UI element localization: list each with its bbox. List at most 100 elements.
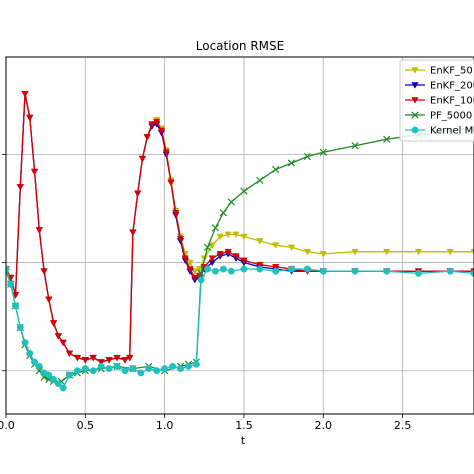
- data-point-enkf-1000: [208, 255, 216, 262]
- data-point-enkf-1000: [138, 155, 147, 163]
- data-point-kernel-mean: [415, 269, 422, 277]
- legend-entry-pf-5000: PF_5000: [405, 111, 472, 122]
- data-point-kernel-mean: [121, 367, 129, 375]
- data-point-enkf-50: [351, 248, 359, 256]
- data-point-kernel-mean: [31, 358, 39, 366]
- data-point-enkf-1000: [272, 264, 280, 271]
- data-point-kernel-mean: [219, 265, 227, 273]
- data-point-pf-5000: [351, 142, 359, 150]
- series-kernel-mean: [6, 265, 474, 392]
- data-point-enkf-1000: [232, 253, 240, 260]
- data-point-enkf-50: [319, 251, 327, 258]
- data-point-enkf-1000: [256, 261, 264, 269]
- x-axis-label: t: [241, 434, 246, 447]
- data-point-enkf-1000: [97, 359, 105, 366]
- data-point-enkf-1000: [143, 134, 151, 141]
- data-point-kernel-mean: [89, 367, 97, 375]
- data-point-kernel-mean: [12, 302, 19, 310]
- legend-label-enkf-200: EnKF_200: [430, 81, 474, 92]
- data-point-kernel-mean: [81, 365, 89, 373]
- plot-frame: [5, 56, 474, 415]
- data-point-kernel-mean: [7, 280, 15, 288]
- legend-entry-kernel-mean: Kernel Mean: [405, 126, 474, 137]
- legend-marker-pf-5000: [411, 111, 419, 119]
- data-point-enkf-1000: [35, 227, 43, 234]
- data-point-enkf-50: [216, 233, 224, 241]
- data-point-enkf-50: [414, 248, 423, 256]
- data-point-enkf-1000: [59, 339, 67, 347]
- data-point-kernel-mean: [54, 380, 62, 388]
- data-point-enkf-1000: [224, 248, 232, 256]
- data-point-enkf-1000: [148, 121, 156, 128]
- data-point-kernel-mean: [288, 265, 296, 273]
- data-point-kernel-mean: [26, 349, 34, 357]
- data-point-kernel-mean: [256, 265, 264, 273]
- data-point-kernel-mean: [153, 367, 161, 375]
- data-point-enkf-1000: [81, 357, 89, 364]
- data-point-kernel-mean: [204, 265, 211, 273]
- data-point-enkf-1000: [126, 354, 134, 362]
- data-point-enkf-50: [186, 259, 194, 267]
- data-point-enkf-1000: [54, 333, 62, 340]
- data-point-enkf-1000: [134, 190, 142, 198]
- data-point-kernel-mean: [66, 371, 73, 379]
- x-tick-label: 0.5: [77, 419, 95, 432]
- x-tick-label: 1.0: [156, 419, 174, 432]
- legend-entry-enkf-50: EnKF_50: [405, 66, 473, 77]
- data-point-pf-5000: [319, 148, 327, 156]
- data-point-kernel-mean: [113, 362, 121, 370]
- legend-marker-enkf-50: [411, 67, 419, 74]
- x-tick-label: 0.0: [0, 419, 15, 432]
- data-point-enkf-1000: [181, 255, 189, 262]
- data-point-enkf-1000: [89, 354, 97, 362]
- data-point-enkf-1000: [176, 235, 185, 243]
- data-point-enkf-50: [195, 266, 204, 273]
- data-point-enkf-1000: [216, 251, 224, 258]
- data-point-enkf-1000: [65, 350, 74, 358]
- x-tick-label: 1.5: [235, 419, 253, 432]
- data-point-kernel-mean: [129, 365, 137, 373]
- data-point-kernel-mean: [59, 384, 67, 392]
- data-point-enkf-50: [470, 248, 474, 256]
- data-point-kernel-mean: [16, 324, 24, 331]
- data-point-enkf-50: [287, 244, 296, 252]
- data-point-enkf-50: [256, 238, 264, 245]
- data-point-pf-5000: [287, 159, 296, 167]
- data-point-kernel-mean: [105, 365, 113, 373]
- data-point-pf-5000: [383, 135, 391, 143]
- data-point-pf-5000: [240, 187, 248, 195]
- data-point-enkf-1000: [40, 268, 48, 275]
- legend-box: [399, 59, 474, 142]
- data-point-kernel-mean: [137, 369, 145, 377]
- data-point-pf-5000: [227, 198, 235, 206]
- data-point-kernel-mean: [240, 265, 248, 273]
- data-point-kernel-mean: [145, 365, 153, 373]
- data-point-kernel-mean: [319, 267, 327, 275]
- data-point-enkf-50: [446, 248, 454, 256]
- data-point-enkf-1000: [73, 354, 82, 362]
- data-point-enkf-1000: [26, 114, 34, 122]
- data-point-pf-5000: [219, 209, 227, 217]
- legend: EnKF_50 EnKF_200 EnKF_1000 PF_5000 Kernel Me…: [399, 59, 474, 142]
- data-point-enkf-1000: [167, 179, 175, 187]
- chart-title: Location RMSE: [196, 39, 284, 53]
- series-line-kernel-mean: [6, 268, 474, 390]
- legend-marker-enkf-200: [411, 82, 419, 89]
- data-point-enkf-50: [191, 268, 199, 275]
- data-point-enkf-1000: [105, 357, 113, 364]
- data-point-enkf-1000: [21, 90, 29, 98]
- data-point-enkf-1000: [240, 257, 248, 265]
- data-point-kernel-mean: [6, 265, 10, 273]
- data-point-kernel-mean: [272, 267, 280, 275]
- data-point-enkf-1000: [186, 266, 194, 273]
- data-point-pf-5000: [272, 165, 280, 174]
- data-point-enkf-1000: [191, 274, 199, 282]
- data-point-enkf-50: [224, 231, 232, 239]
- data-point-enkf-1000: [45, 296, 53, 304]
- data-point-enkf-1000: [30, 168, 39, 176]
- data-point-enkf-50: [272, 242, 280, 249]
- data-point-kernel-mean: [169, 362, 177, 370]
- axis-ticks: 0.0 0.5 1.0 1.5 2.0 2.5: [0, 153, 411, 432]
- data-point-kernel-mean: [161, 365, 169, 373]
